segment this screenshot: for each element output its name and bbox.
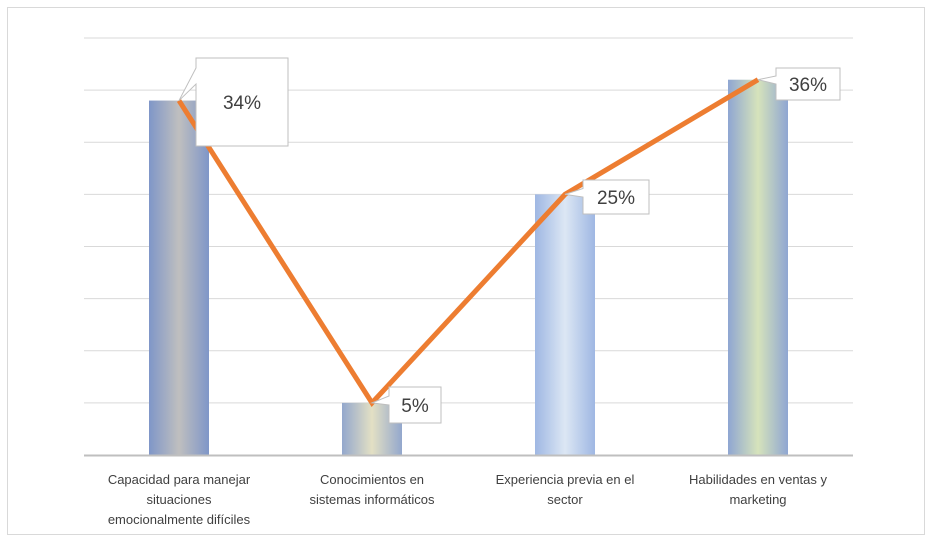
bar [149, 100, 209, 456]
bar [535, 194, 595, 455]
data-labels: 34% 5% 25% 36% [178, 57, 841, 424]
trend-line [176, 77, 760, 407]
series-line [176, 77, 760, 407]
bars [149, 79, 788, 456]
bar [728, 79, 788, 455]
category-label: Experiencia previa en el sector [496, 472, 635, 507]
data-label: 34% [178, 57, 289, 147]
data-label: 25% [564, 179, 650, 215]
data-label-text: 25% [597, 188, 635, 209]
category-label: Habilidades en ventas y marketing [689, 472, 828, 507]
data-label-text: 36% [789, 75, 827, 96]
data-label: 5% [370, 386, 442, 424]
category-label: Conocimientos en sistemas informáticos [310, 472, 435, 507]
data-label-text: 5% [401, 396, 429, 417]
data-label: 36% [757, 67, 841, 101]
gridlines [84, 37, 853, 404]
category-label: Capacidad para manejar situaciones emocion… [108, 472, 251, 527]
category-labels: Capacidad para manejar situaciones emocion… [108, 472, 828, 527]
data-label-text: 34% [223, 93, 261, 114]
